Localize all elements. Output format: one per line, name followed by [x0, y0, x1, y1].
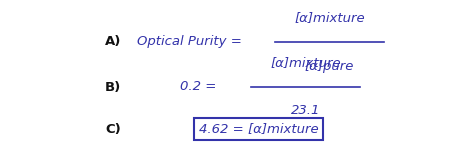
Text: B): B): [105, 81, 121, 93]
Text: [α]pure: [α]pure: [305, 60, 354, 72]
Text: 0.2 =: 0.2 =: [180, 81, 217, 93]
Text: 23.1: 23.1: [291, 105, 320, 117]
Text: 4.62 = [α]mixture: 4.62 = [α]mixture: [199, 123, 318, 135]
Text: C): C): [105, 123, 121, 135]
Text: A): A): [104, 36, 121, 48]
Text: [α]mixture: [α]mixture: [271, 57, 341, 69]
Text: [α]mixture: [α]mixture: [294, 12, 365, 24]
Text: Optical Purity =: Optical Purity =: [137, 36, 242, 48]
